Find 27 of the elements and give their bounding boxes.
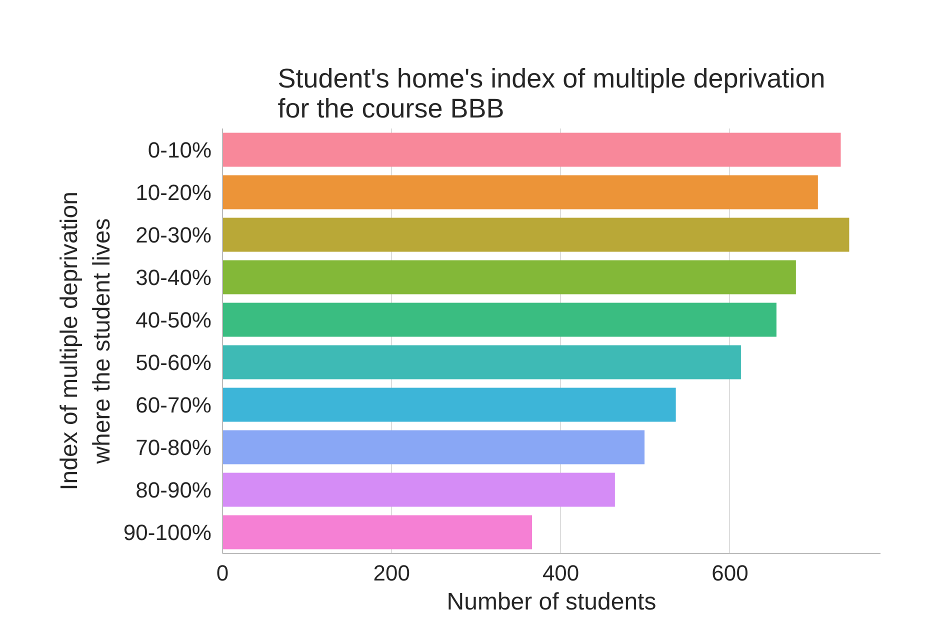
y-tick-label: 50-60% <box>136 350 212 375</box>
x-tick-label: 600 <box>712 560 748 586</box>
y-tick-label: 60-70% <box>136 392 212 418</box>
bar <box>222 218 850 252</box>
bar <box>222 175 818 210</box>
y-tick-label: 10-20% <box>136 180 212 205</box>
y-tick-label: 0-10% <box>148 137 212 162</box>
bar <box>222 132 841 167</box>
y-tick-label: 70-80% <box>136 434 212 460</box>
bar <box>222 388 676 422</box>
bar <box>222 260 796 294</box>
chart-title: Student's home's index of multiple deprivation for the course BBB <box>278 64 826 124</box>
y-tick-label: 80-90% <box>136 477 212 502</box>
y-tick-label: 90-100% <box>123 520 212 545</box>
y-tick-label: 20-30% <box>136 222 212 248</box>
bar <box>222 515 532 550</box>
x-tick-label: 200 <box>373 560 410 586</box>
x-tick-label: 0 <box>216 560 229 586</box>
y-tick-label: 40-50% <box>136 307 212 332</box>
bar <box>222 302 776 337</box>
bar <box>222 430 645 464</box>
x-axis-title: Number of students <box>446 588 656 616</box>
x-tick-label: 400 <box>542 560 580 586</box>
y-tick-label: 30-40% <box>136 264 212 290</box>
bar <box>222 472 615 507</box>
bar <box>222 345 741 380</box>
y-axis-title: Index of multiple deprivation where the student lives <box>56 192 116 490</box>
